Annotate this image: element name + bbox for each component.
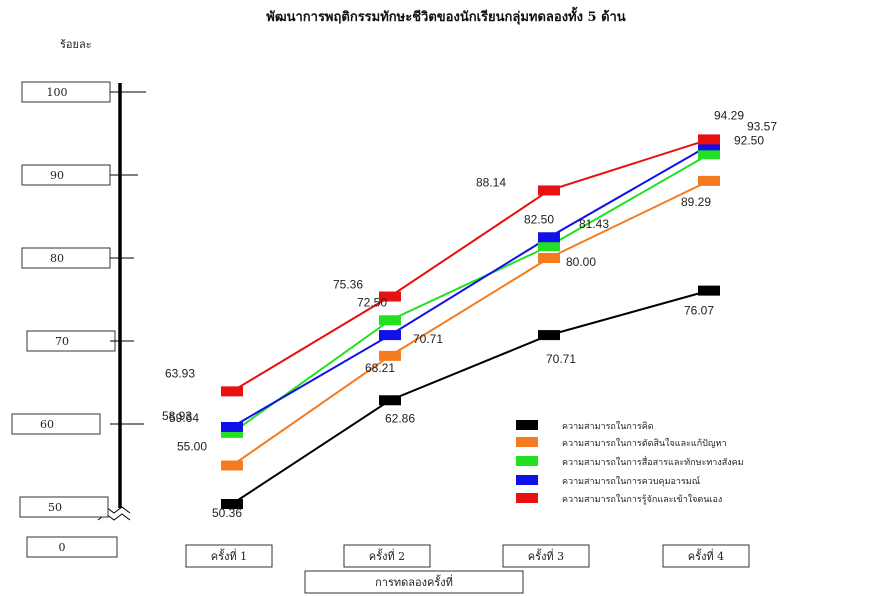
data-label: 63.93 xyxy=(165,366,195,380)
x-axis-label: การทดลองครั้งที่ xyxy=(375,574,453,589)
data-label: 89.29 xyxy=(681,195,711,209)
x-axis-label-box xyxy=(304,570,524,594)
x-tick-label: ครั้งที่ 1 xyxy=(211,548,247,563)
legend-label: ความสามารถในการตัดสินใจและแก้ปัญหา xyxy=(562,438,727,449)
data-label: 76.07 xyxy=(684,304,714,318)
legend-label: ความสามารถในการสื่อสารและทักษะทางสังคม xyxy=(562,455,744,468)
data-point xyxy=(698,175,720,186)
data-label: 62.86 xyxy=(385,411,415,425)
data-label: 70.71 xyxy=(546,352,576,366)
y-tick-box xyxy=(21,247,111,269)
legend-swatch xyxy=(516,437,538,447)
x-tick-box xyxy=(343,544,431,568)
x-axis: ครั้งที่ 1 ครั้งที่ 2 ครั้งที่ 3 ครั้งที่ 4… xyxy=(185,544,750,594)
data-label: 72.50 xyxy=(357,295,387,309)
legend-swatch xyxy=(516,456,538,466)
series-line xyxy=(231,144,710,428)
chart-title: พัฒนาการพฤติกรรมทักษะชีวิตของนักเรียนกลุ… xyxy=(266,6,626,25)
data-point xyxy=(221,427,243,438)
y-tick-box xyxy=(19,496,109,518)
legend-swatch xyxy=(516,475,538,485)
y-tick-label: 90 xyxy=(50,169,64,182)
x-tick-box xyxy=(662,544,750,568)
data-point xyxy=(379,291,401,302)
legend-label: ความสามารถในการคิด xyxy=(562,421,654,432)
data-point xyxy=(698,140,720,151)
series-line xyxy=(231,153,710,434)
data-label: 55.00 xyxy=(177,440,207,454)
data-point xyxy=(698,285,720,296)
y-tick-label: 60 xyxy=(40,418,54,431)
y-tick-label: 100 xyxy=(47,86,68,99)
series-line xyxy=(231,179,710,467)
data-label: 59.64 xyxy=(169,411,199,425)
x-tick-box xyxy=(185,544,273,568)
legend-swatch xyxy=(516,420,538,430)
data-point xyxy=(538,253,560,263)
data-label: 58.93 xyxy=(162,409,192,423)
y-tick-label: 70 xyxy=(55,335,69,348)
y-tick-label: 50 xyxy=(48,501,62,514)
data-point xyxy=(221,421,243,432)
data-label: 88.14 xyxy=(476,175,506,189)
data-point xyxy=(379,395,401,406)
x-tick-label: ครั้งที่ 4 xyxy=(688,548,724,563)
series-line xyxy=(231,289,710,505)
data-point xyxy=(538,241,560,252)
x-tick-label: ครั้งที่ 2 xyxy=(369,548,405,563)
data-point xyxy=(221,386,243,397)
data-label: 70.71 xyxy=(413,332,443,346)
data-point xyxy=(538,185,560,196)
legend-swatch xyxy=(516,493,538,503)
data-point xyxy=(221,460,243,471)
series-layer: 50.36 62.86 70.71 76.07 55.00 68.21 80.00 89.29… xyxy=(162,108,777,520)
y-tick-label: 0 xyxy=(59,541,66,554)
x-tick-box xyxy=(502,544,590,568)
data-label: 80.00 xyxy=(566,255,596,269)
data-point xyxy=(379,315,401,326)
y-axis: 100 90 80 70 60 50 0 xyxy=(11,81,146,558)
data-point xyxy=(379,330,401,341)
data-point xyxy=(221,499,243,510)
data-point xyxy=(379,350,401,361)
data-label: 68.21 xyxy=(365,361,395,375)
data-point xyxy=(538,232,560,243)
data-point xyxy=(538,330,560,341)
y-axis-label: ร้อยละ xyxy=(60,38,92,51)
y-tick-box xyxy=(21,164,111,186)
data-point xyxy=(698,134,720,145)
y-tick-box xyxy=(26,536,118,558)
legend-label: ความสามารถในการควบคุมอารมณ์ xyxy=(562,475,700,487)
data-label: 50.36 xyxy=(212,506,242,520)
data-label: 93.57 xyxy=(747,119,777,133)
data-label: 75.36 xyxy=(333,278,363,292)
data-point xyxy=(698,149,720,160)
data-label: 94.29 xyxy=(714,108,744,122)
series-line xyxy=(231,138,710,393)
data-label: 81.43 xyxy=(579,217,609,231)
legend: ความสามารถในการคิดความสามารถในการตัดสินใ… xyxy=(516,420,744,505)
data-label: 92.50 xyxy=(734,133,764,147)
data-label: 82.50 xyxy=(524,212,554,226)
y-tick-label: 80 xyxy=(50,252,64,265)
legend-label: ความสามารถในการรู้จักและเข้าใจตนเอง xyxy=(562,494,722,505)
y-tick-box xyxy=(26,330,116,352)
x-tick-label: ครั้งที่ 3 xyxy=(528,548,564,563)
y-tick-box xyxy=(11,413,101,435)
